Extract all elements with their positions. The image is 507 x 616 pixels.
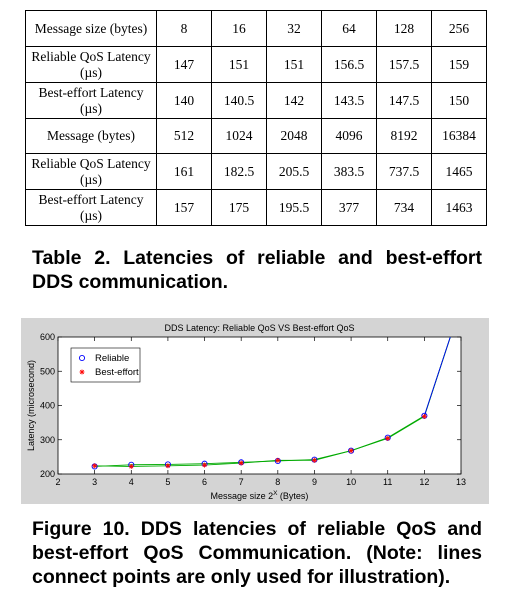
x-tick-label: 11 <box>383 477 392 487</box>
table-row: Best-effort Latency (µs) 157 175 195.5 377 73… <box>25 189 487 226</box>
table-cell: 157.5 <box>376 46 432 83</box>
point-best-effort <box>165 463 171 469</box>
table-cell: 16 <box>211 10 267 47</box>
point-best-effort <box>92 463 98 469</box>
x-tick-label: 12 <box>419 477 429 487</box>
table-cell: 737.5 <box>376 153 432 190</box>
row-label: Reliable QoS Latency (µs) <box>25 46 157 83</box>
table-cell: 151 <box>266 46 322 83</box>
table-row: Reliable QoS Latency (µs) 161 182.5 205.5 38… <box>25 153 487 190</box>
table-cell: 2048 <box>266 118 322 154</box>
x-tick-label: 3 <box>92 477 97 487</box>
x-tick-label: 13 <box>456 477 466 487</box>
row-label: Message size (bytes) <box>25 10 157 47</box>
table-cell: 256 <box>431 10 487 47</box>
legend-label-reliable: Reliable <box>95 353 129 364</box>
y-tick-label: 400 <box>40 401 55 411</box>
table-cell: 157 <box>156 189 212 226</box>
point-best-effort <box>238 460 244 466</box>
table-cell: 512 <box>156 118 212 154</box>
table-cell: 16384 <box>431 118 487 154</box>
x-tick-label: 9 <box>312 477 317 487</box>
y-axis-label: Latency (microsecond) <box>26 360 36 451</box>
table-cell: 383.5 <box>321 153 377 190</box>
latency-chart: DDS Latency: Reliable QoS VS Best-effort… <box>26 323 466 501</box>
legend-label-best-effort: Best-effort <box>95 367 139 378</box>
x-axis-label: Message size 2X (Bytes) <box>211 490 309 501</box>
x-tick-label: 5 <box>165 477 170 487</box>
latency-figure: DDS Latency: Reliable QoS VS Best-effort… <box>21 318 489 504</box>
legend-marker-best-effort <box>79 369 85 375</box>
table-cell: 147 <box>156 46 212 83</box>
x-tick-label: 10 <box>346 477 356 487</box>
point-best-effort <box>275 457 281 463</box>
point-reliable <box>348 447 355 454</box>
table-cell: 143.5 <box>321 82 377 119</box>
table-cell: 1463 <box>431 189 487 226</box>
row-label: Best-effort Latency (µs) <box>25 189 157 226</box>
x-tick-label: 8 <box>275 477 280 487</box>
table-cell: 128 <box>376 10 432 47</box>
table-cell: 4096 <box>321 118 377 154</box>
table-cell: 377 <box>321 189 377 226</box>
y-tick-label: 300 <box>40 435 55 445</box>
table-caption: Table 2. Latencies of reliable and best-… <box>32 247 482 293</box>
table-cell: 32 <box>266 10 322 47</box>
legend-marker-reliable <box>78 354 86 362</box>
table-cell: 8192 <box>376 118 432 154</box>
table-cell: 161 <box>156 153 212 190</box>
y-tick-label: 200 <box>40 469 55 479</box>
table-row: Message (bytes) 512 1024 2048 4096 8192 16384 <box>25 118 487 154</box>
table-cell: 142 <box>266 82 322 119</box>
table-cell: 8 <box>156 10 212 47</box>
series-line-tail <box>423 337 451 416</box>
point-best-effort <box>128 463 134 469</box>
point-best-effort <box>348 448 354 454</box>
table-row: Best-effort Latency (µs) 140 140.5 142 143.5… <box>25 82 487 119</box>
chart-title: DDS Latency: Reliable QoS VS Best-effort… <box>165 323 355 333</box>
table-cell: 1465 <box>431 153 487 190</box>
x-tick-label: 6 <box>202 477 207 487</box>
table-row: Reliable QoS Latency (µs) 147 151 151 156.5 1… <box>25 46 487 83</box>
x-tick-label: 7 <box>239 477 244 487</box>
table-cell: 1024 <box>211 118 267 154</box>
row-label: Message (bytes) <box>25 118 157 154</box>
table-row: Message size (bytes) 8 16 32 64 128 256 <box>25 10 487 47</box>
point-best-effort <box>421 413 427 419</box>
table-cell: 182.5 <box>211 153 267 190</box>
point-best-effort <box>385 435 391 441</box>
table-cell: 156.5 <box>321 46 377 83</box>
table-cell: 195.5 <box>266 189 322 226</box>
table-cell: 734 <box>376 189 432 226</box>
table-cell: 147.5 <box>376 82 432 119</box>
y-tick-label: 600 <box>40 332 55 342</box>
row-label: Reliable QoS Latency (µs) <box>25 153 157 190</box>
point-best-effort <box>311 457 317 463</box>
y-tick-label: 500 <box>40 366 55 376</box>
table-cell: 150 <box>431 82 487 119</box>
x-tick-label: 2 <box>55 477 60 487</box>
figure-caption: Figure 10. DDS latencies of reliable QoS… <box>32 518 482 588</box>
table-cell: 140.5 <box>211 82 267 119</box>
table-cell: 159 <box>431 46 487 83</box>
table-cell: 205.5 <box>266 153 322 190</box>
point-best-effort <box>202 462 208 468</box>
row-label: Best-effort Latency (µs) <box>25 82 157 119</box>
table-cell: 140 <box>156 82 212 119</box>
table-cell: 64 <box>321 10 377 47</box>
latency-table: Message size (bytes) 8 16 32 64 128 256 Reliabl… <box>25 10 487 226</box>
table-cell: 151 <box>211 46 267 83</box>
legend-box <box>70 347 141 383</box>
x-tick-label: 4 <box>129 477 134 487</box>
table-cell: 175 <box>211 189 267 226</box>
